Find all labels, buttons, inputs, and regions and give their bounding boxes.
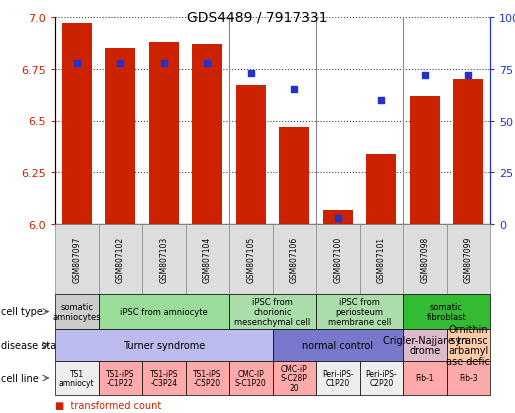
Text: cell line: cell line — [1, 373, 38, 383]
Bar — [322, 210, 353, 224]
Text: GSM807106: GSM807106 — [290, 236, 299, 282]
Bar — [453, 80, 484, 224]
Point — [290, 87, 298, 93]
Bar — [148, 43, 179, 224]
Text: TS1
amniocyt: TS1 amniocyt — [59, 369, 95, 387]
Bar — [366, 154, 397, 224]
Text: GSM807099: GSM807099 — [464, 236, 473, 282]
Text: GSM807102: GSM807102 — [116, 236, 125, 282]
Text: iPSC from
periosteum
membrane cell: iPSC from periosteum membrane cell — [328, 298, 391, 326]
Point — [203, 60, 211, 66]
Point — [334, 215, 342, 221]
Text: disease state: disease state — [1, 340, 65, 350]
Text: normal control: normal control — [302, 340, 373, 350]
Text: somatic
amniocytes: somatic amniocytes — [53, 302, 101, 321]
Point — [73, 60, 81, 66]
Text: Ornithin
e transc
arbamyl
ase defic: Ornithin e transc arbamyl ase defic — [447, 324, 490, 366]
Text: GSM807104: GSM807104 — [203, 236, 212, 282]
Bar — [409, 96, 440, 224]
Point — [421, 72, 429, 79]
Text: GSM807098: GSM807098 — [420, 236, 429, 282]
Point — [247, 70, 255, 77]
Text: GSM807105: GSM807105 — [246, 236, 255, 282]
Text: CMC-IP
S-C1P20: CMC-IP S-C1P20 — [235, 369, 267, 387]
Bar — [61, 24, 92, 224]
Point — [377, 97, 385, 104]
Text: TS1-iPS
-C1P22: TS1-iPS -C1P22 — [106, 369, 134, 387]
Text: GSM807097: GSM807097 — [72, 236, 81, 282]
Text: ■  transformed count: ■ transformed count — [55, 400, 161, 411]
Text: Turner syndrome: Turner syndrome — [123, 340, 205, 350]
Text: Fib-1: Fib-1 — [416, 374, 434, 382]
Text: GSM807101: GSM807101 — [377, 236, 386, 282]
Text: GSM807100: GSM807100 — [333, 236, 342, 282]
Text: GDS4489 / 7917331: GDS4489 / 7917331 — [187, 10, 328, 24]
Text: TS1-iPS
-C5P20: TS1-iPS -C5P20 — [193, 369, 221, 387]
Point — [116, 60, 124, 66]
Text: GSM807103: GSM807103 — [159, 236, 168, 282]
Text: iPSC from
chorionic
mesenchymal cell: iPSC from chorionic mesenchymal cell — [234, 298, 311, 326]
Text: Crigler-Najjar syn
drome: Crigler-Najjar syn drome — [383, 335, 467, 356]
Text: cell type: cell type — [1, 307, 42, 317]
Text: Peri-iPS-
C1P20: Peri-iPS- C1P20 — [322, 369, 354, 387]
Bar — [105, 49, 135, 224]
Bar — [279, 127, 310, 224]
Text: CMC-iP
S-C28P
20: CMC-iP S-C28P 20 — [281, 364, 307, 392]
Text: somatic
fibroblast: somatic fibroblast — [426, 302, 467, 321]
Point — [464, 72, 472, 79]
Point — [160, 60, 168, 66]
Text: Peri-iPS-
C2P20: Peri-iPS- C2P20 — [366, 369, 397, 387]
Bar — [235, 86, 266, 224]
Text: TS1-iPS
-C3P24: TS1-iPS -C3P24 — [149, 369, 178, 387]
Text: iPSC from amniocyte: iPSC from amniocyte — [120, 307, 208, 316]
Text: Fib-3: Fib-3 — [459, 374, 477, 382]
Bar — [192, 45, 222, 224]
